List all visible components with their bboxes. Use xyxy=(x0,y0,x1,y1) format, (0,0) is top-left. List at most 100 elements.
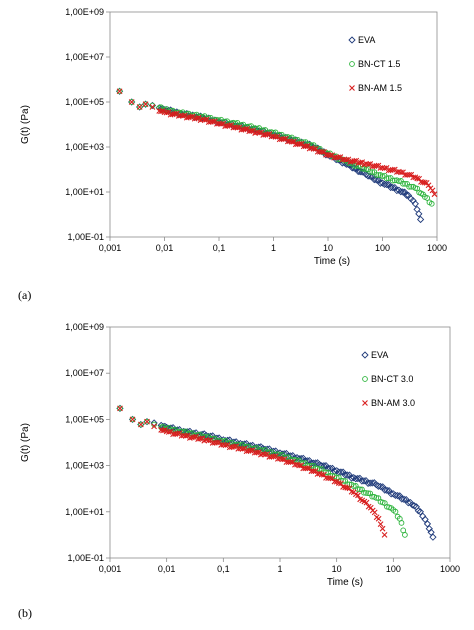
data-point xyxy=(429,187,436,194)
data-point xyxy=(335,154,342,161)
data-point xyxy=(203,115,210,122)
data-point xyxy=(389,183,397,192)
data-point xyxy=(402,495,410,504)
data-point xyxy=(280,136,287,142)
data-point xyxy=(165,429,172,435)
data-point xyxy=(391,183,399,192)
data-point xyxy=(399,188,407,196)
plot-frame xyxy=(109,11,438,238)
data-point xyxy=(350,474,358,482)
data-point xyxy=(343,471,351,479)
data-point xyxy=(368,479,376,487)
data-point xyxy=(256,129,263,136)
y-tick-label: 1,00E+01 xyxy=(65,187,104,197)
data-point xyxy=(416,508,425,516)
data-point xyxy=(421,179,428,186)
data-point xyxy=(304,465,311,472)
data-point xyxy=(375,515,382,522)
legend-entry: EVA xyxy=(371,350,388,360)
x-tick-label: 100 xyxy=(375,243,390,253)
data-point xyxy=(302,143,309,150)
x-tick-label: 0,001 xyxy=(99,564,122,574)
data-point xyxy=(129,416,136,423)
data-point xyxy=(149,102,156,109)
legend-marker xyxy=(362,376,368,382)
x-tick-label: 0,1 xyxy=(213,243,226,253)
data-point xyxy=(401,188,409,196)
data-point xyxy=(187,113,194,120)
data-point xyxy=(129,416,136,423)
data-point xyxy=(231,443,237,450)
data-point xyxy=(272,134,279,140)
data-point xyxy=(339,468,347,476)
data-point xyxy=(376,482,385,491)
data-point xyxy=(234,124,241,131)
x-tick-label: 10 xyxy=(323,243,333,253)
data-point xyxy=(402,532,408,538)
data-point xyxy=(383,175,390,182)
data-point xyxy=(402,191,411,199)
data-point xyxy=(387,490,395,498)
y-tick-label: 1,00E-01 xyxy=(67,232,104,242)
data-point xyxy=(362,477,370,485)
data-point xyxy=(385,180,393,189)
data-point xyxy=(116,88,123,95)
data-point xyxy=(371,509,378,516)
data-point xyxy=(193,115,200,122)
y-tick-label: 1,00E+07 xyxy=(65,52,104,62)
data-point xyxy=(423,520,432,528)
data-point xyxy=(322,462,330,470)
data-point xyxy=(327,152,333,159)
data-point xyxy=(354,486,361,492)
data-point xyxy=(218,121,224,127)
legend-entry: BN-AM 1.5 xyxy=(358,83,402,93)
data-point xyxy=(367,169,374,175)
data-point xyxy=(201,116,208,123)
data-point xyxy=(357,486,363,493)
data-point xyxy=(406,183,413,190)
data-point xyxy=(288,138,295,145)
data-point xyxy=(117,405,123,412)
data-point xyxy=(321,149,327,155)
data-point xyxy=(414,507,423,515)
data-point xyxy=(383,486,391,495)
data-point xyxy=(378,179,387,187)
data-point xyxy=(400,180,406,187)
data-point xyxy=(374,176,383,184)
data-point xyxy=(431,191,438,198)
x-tick-label: 0,001 xyxy=(99,243,122,253)
series-bn-am-1-5 xyxy=(116,88,438,198)
data-point xyxy=(128,99,135,105)
x-tick-label: 1 xyxy=(271,243,276,253)
data-point xyxy=(366,172,374,180)
y-tick-label: 1,00E+05 xyxy=(65,414,104,424)
data-point xyxy=(337,468,345,476)
data-point xyxy=(182,433,189,439)
data-point xyxy=(287,459,294,465)
data-point xyxy=(376,179,385,187)
data-point xyxy=(253,449,260,456)
x-tick-label: 100 xyxy=(386,564,401,574)
data-point xyxy=(396,178,402,185)
data-point xyxy=(128,99,135,105)
data-point xyxy=(116,88,123,95)
data-point xyxy=(391,177,398,184)
data-point xyxy=(197,435,204,442)
data-point xyxy=(373,172,380,178)
data-point xyxy=(424,195,431,201)
x-axis-label: Time (s) xyxy=(327,577,363,588)
data-point xyxy=(357,159,364,166)
data-point xyxy=(328,464,337,473)
panel-label-b: (b) xyxy=(18,606,32,620)
data-point xyxy=(361,489,367,496)
data-point xyxy=(379,525,386,532)
data-point xyxy=(373,162,380,169)
data-point xyxy=(222,442,229,449)
chart-panel-b: 0,001 0,01 0,1 1 10 100 1000 1,00E-01 1,00E+01 1,… xyxy=(20,322,460,588)
data-point xyxy=(165,108,172,115)
data-point xyxy=(296,141,303,147)
data-point xyxy=(144,418,150,425)
data-point xyxy=(374,482,383,490)
data-point xyxy=(137,421,144,428)
